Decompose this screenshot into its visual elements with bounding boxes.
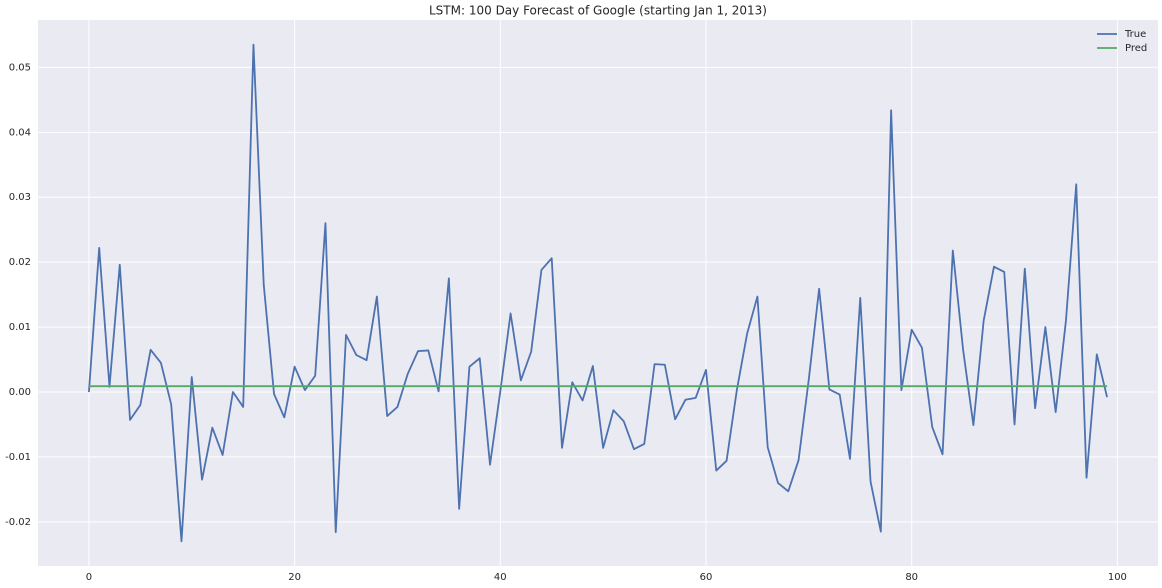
y-tick-label: 0.01 — [9, 322, 31, 333]
y-tick-label: 0.03 — [9, 192, 31, 203]
x-tick-label: 80 — [905, 572, 918, 583]
x-tick-label: 60 — [700, 572, 713, 583]
y-tick-label: 0.05 — [9, 62, 31, 73]
legend-label: True — [1124, 29, 1146, 40]
y-tick-label: 0.02 — [9, 257, 31, 268]
y-tick-label: -0.01 — [5, 452, 31, 463]
x-tick-label: 40 — [494, 572, 507, 583]
y-tick-label: 0.04 — [9, 127, 31, 138]
x-tick-label: 0 — [86, 572, 92, 583]
y-tick-label: -0.02 — [5, 517, 31, 528]
line-series — [88, 43, 1108, 543]
plot-area — [38, 20, 1158, 566]
y-tick-label: 0.00 — [9, 387, 31, 398]
x-tick-label: 20 — [288, 572, 301, 583]
legend-label: Pred — [1125, 43, 1147, 54]
chart-title: LSTM: 100 Day Forecast of Google (starti… — [429, 4, 767, 18]
x-tick-label: 100 — [1108, 572, 1127, 583]
